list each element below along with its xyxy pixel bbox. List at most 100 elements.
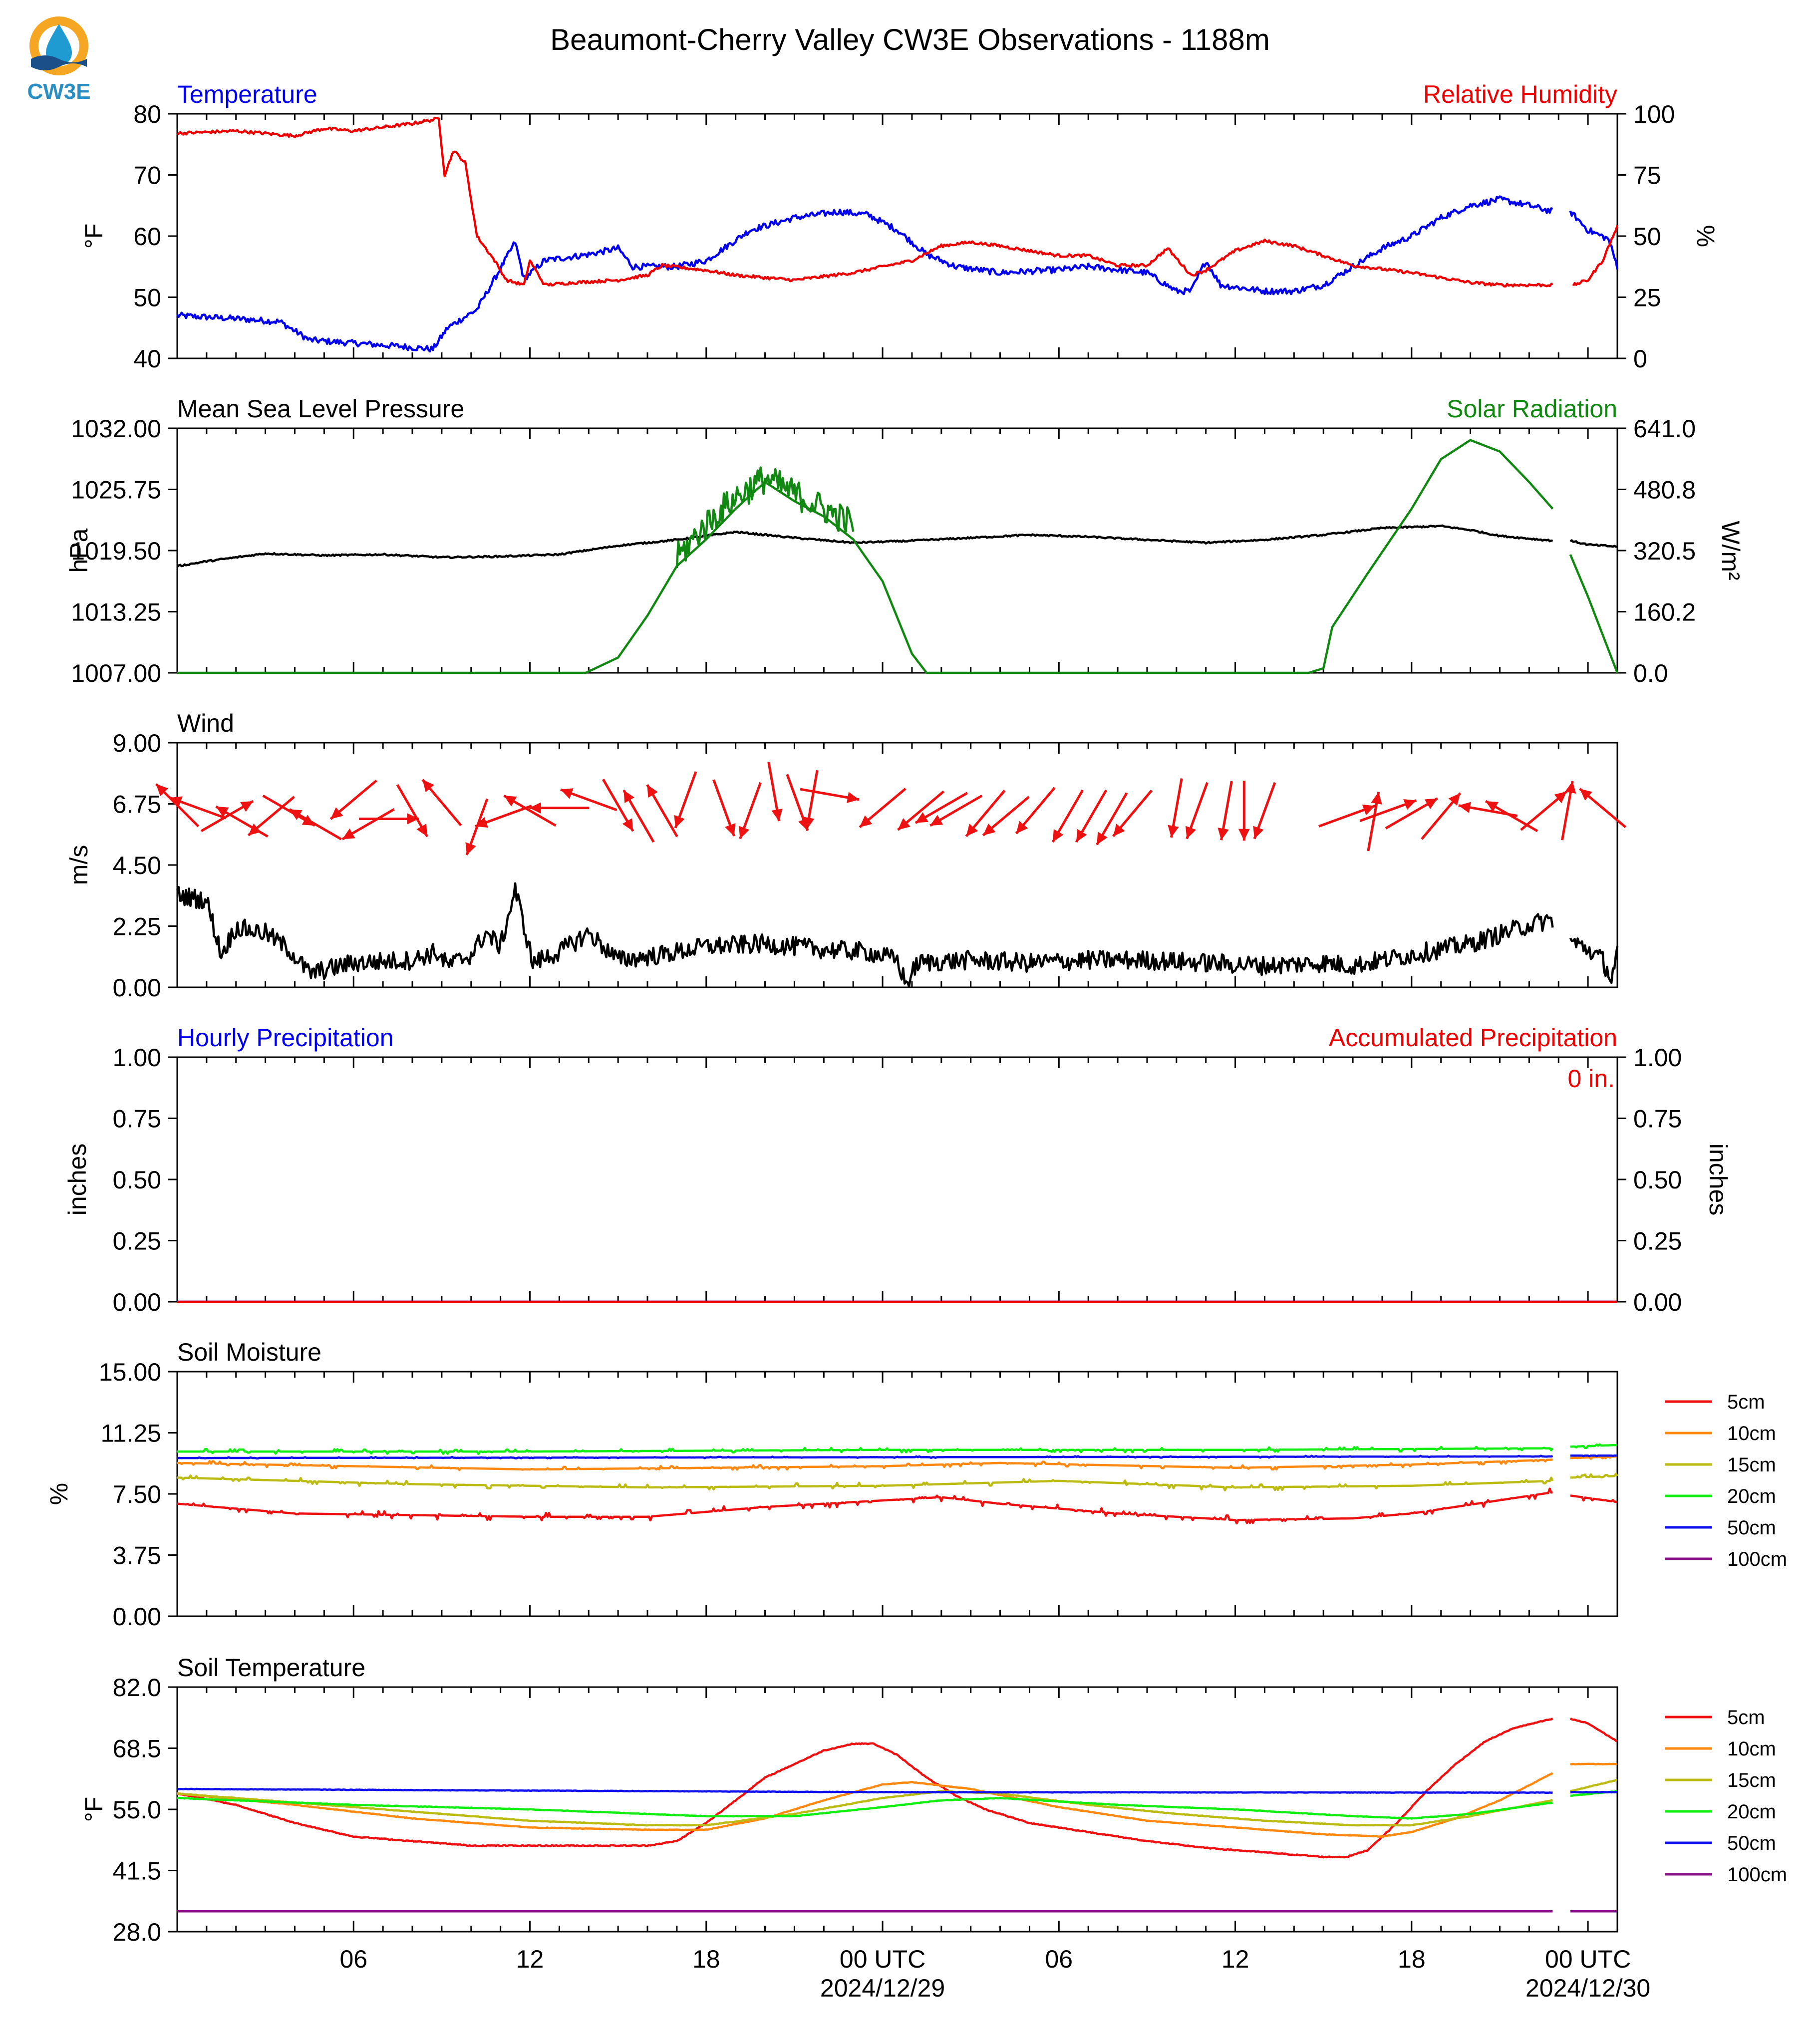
legend-item-100cm: 100cm <box>1665 1548 1787 1570</box>
panel-title-left: Hourly Precipitation <box>177 1024 394 1052</box>
y-tick-label: 28.0 <box>113 1918 161 1946</box>
y-tick-label: 9.00 <box>113 729 161 757</box>
wind-arrow <box>965 789 1006 838</box>
series-line-15cm <box>177 1790 1553 1827</box>
panel-title-right: Solar Radiation <box>1447 395 1617 423</box>
panel-soil-temperature: Soil Temperature 82.0 68.5 55.0 41.5 28.0 °F 5c… <box>80 1654 1787 2002</box>
panel-title-right: Accumulated Precipitation <box>1329 1024 1617 1052</box>
wind-arrow <box>1359 799 1417 822</box>
series-line-5cm <box>1569 1717 1618 1742</box>
series-line-left-0 <box>176 195 1553 353</box>
x-tick-label: 12 <box>1221 1945 1249 1973</box>
legend-label: 10cm <box>1727 1738 1776 1760</box>
y-tick-label: 40 <box>133 345 161 373</box>
wind-arrow <box>602 779 634 832</box>
y-tick-label: 70 <box>133 162 161 190</box>
y2-tick-label: 641.0 <box>1633 415 1696 443</box>
panels: Temperature Relative Humidity 80 70 60 50 40 °F… <box>45 80 1787 2002</box>
y2-tick-label: 320.5 <box>1633 537 1696 565</box>
panel-wind: Wind 9.00 6.75 4.50 2.25 0.00 m/s <box>65 709 1627 1002</box>
wind-arrow <box>529 802 590 814</box>
panel-title-left: Temperature <box>177 80 317 108</box>
series-line-5cm <box>1570 1494 1618 1503</box>
y-tick-label: 7.50 <box>113 1480 161 1508</box>
y-axis-label: °F <box>80 1797 108 1822</box>
legend-item-50cm: 50cm <box>1665 1517 1776 1539</box>
wind-arrow <box>1520 790 1568 831</box>
series-line-right-1 <box>177 116 1553 288</box>
y-tick-label: 11.25 <box>101 1420 161 1448</box>
wind-arrow <box>674 771 697 829</box>
series-line-50cm <box>177 1787 1553 1794</box>
series-line-20cm <box>1570 1443 1618 1449</box>
y2-tick-label: 100 <box>1633 100 1675 128</box>
series-line-10cm <box>177 1772 1553 1838</box>
legend-item-100cm: 100cm <box>1665 1864 1787 1886</box>
series-line-right-2 <box>675 466 855 569</box>
y2-tick-label: 160.2 <box>1633 598 1696 626</box>
y2-tick-label: 0.25 <box>1633 1227 1682 1255</box>
wind-arrow <box>1385 797 1439 830</box>
y-tick-label: 0.75 <box>113 1105 161 1133</box>
y-tick-label: 1007.00 <box>71 659 161 687</box>
y-tick-label: 1013.25 <box>71 598 161 626</box>
x-tick-label: 00 UTC <box>1545 1945 1631 1973</box>
series-line-10cm <box>1570 1455 1618 1460</box>
logo-wave-icon <box>31 55 87 70</box>
wind-arrow <box>341 808 395 841</box>
y-tick-label: 15.00 <box>99 1358 161 1386</box>
wind-arrow <box>622 789 655 843</box>
y-tick-label: 1.00 <box>113 1044 161 1072</box>
y2-tick-label: 50 <box>1633 223 1661 251</box>
y-tick-label: 1025.75 <box>71 476 161 504</box>
series-line-left-0 <box>1569 539 1618 548</box>
wind-arrow <box>1318 804 1376 828</box>
y-axis-label: °F <box>80 224 108 249</box>
legend-label: 10cm <box>1727 1423 1776 1445</box>
legend-label: 100cm <box>1727 1548 1787 1570</box>
series-line-left-0 <box>176 524 1553 568</box>
panel-temperature-rh: Temperature Relative Humidity 80 70 60 50 40 °F… <box>80 80 1720 373</box>
panel-title-left: Soil Temperature <box>177 1654 365 1682</box>
y2-axis-label: inches <box>1704 1144 1732 1216</box>
series-line-15cm <box>1570 1472 1618 1479</box>
wind-arrow <box>929 794 983 827</box>
wind-arrow <box>329 779 377 820</box>
y2-tick-label: 0.75 <box>1633 1105 1682 1133</box>
wind-arrow <box>1075 789 1108 843</box>
wind-arrow <box>1485 800 1538 833</box>
wind-arrow <box>859 788 907 829</box>
wind-arrow <box>800 788 860 803</box>
wind-arrow <box>358 813 419 825</box>
legend-item-10cm: 10cm <box>1665 1423 1776 1445</box>
series-line-15cm <box>177 1474 1554 1491</box>
series-line-10cm <box>177 1458 1553 1471</box>
wind-arrow <box>1168 778 1183 838</box>
series-line-right-1 <box>177 439 1554 674</box>
wind-arrow <box>803 770 819 830</box>
wind-arrow <box>1561 781 1576 841</box>
series-line-50cm <box>177 1454 1553 1460</box>
x-tick-label: 06 <box>339 1945 367 1973</box>
y-tick-label: 80 <box>133 100 161 128</box>
legend-label: 15cm <box>1727 1454 1776 1476</box>
legend-item-10cm: 10cm <box>1665 1738 1776 1760</box>
y-tick-label: 4.50 <box>113 852 161 879</box>
y-tick-label: 6.75 <box>113 791 161 819</box>
legend-item-20cm: 20cm <box>1665 1485 1776 1507</box>
series-line-20cm <box>177 1796 1553 1820</box>
legend-item-50cm: 50cm <box>1665 1832 1776 1854</box>
series-line-left-0 <box>1569 937 1619 984</box>
x-tick-date: 2024/12/29 <box>820 1974 945 2002</box>
y-tick-label: 3.75 <box>113 1542 161 1570</box>
y-tick-label: 0.00 <box>113 974 161 1002</box>
wind-arrow <box>1015 787 1056 835</box>
legend-label: 20cm <box>1727 1801 1776 1823</box>
legend-label: 20cm <box>1727 1485 1776 1507</box>
wind-arrow <box>914 792 968 824</box>
y2-tick-label: 1.00 <box>1633 1044 1682 1072</box>
cw3e-logo: CW3E <box>27 16 91 104</box>
panel-title-left: Soil Moisture <box>177 1338 321 1366</box>
legend-label: 100cm <box>1727 1864 1787 1886</box>
wind-arrow <box>1421 792 1462 840</box>
